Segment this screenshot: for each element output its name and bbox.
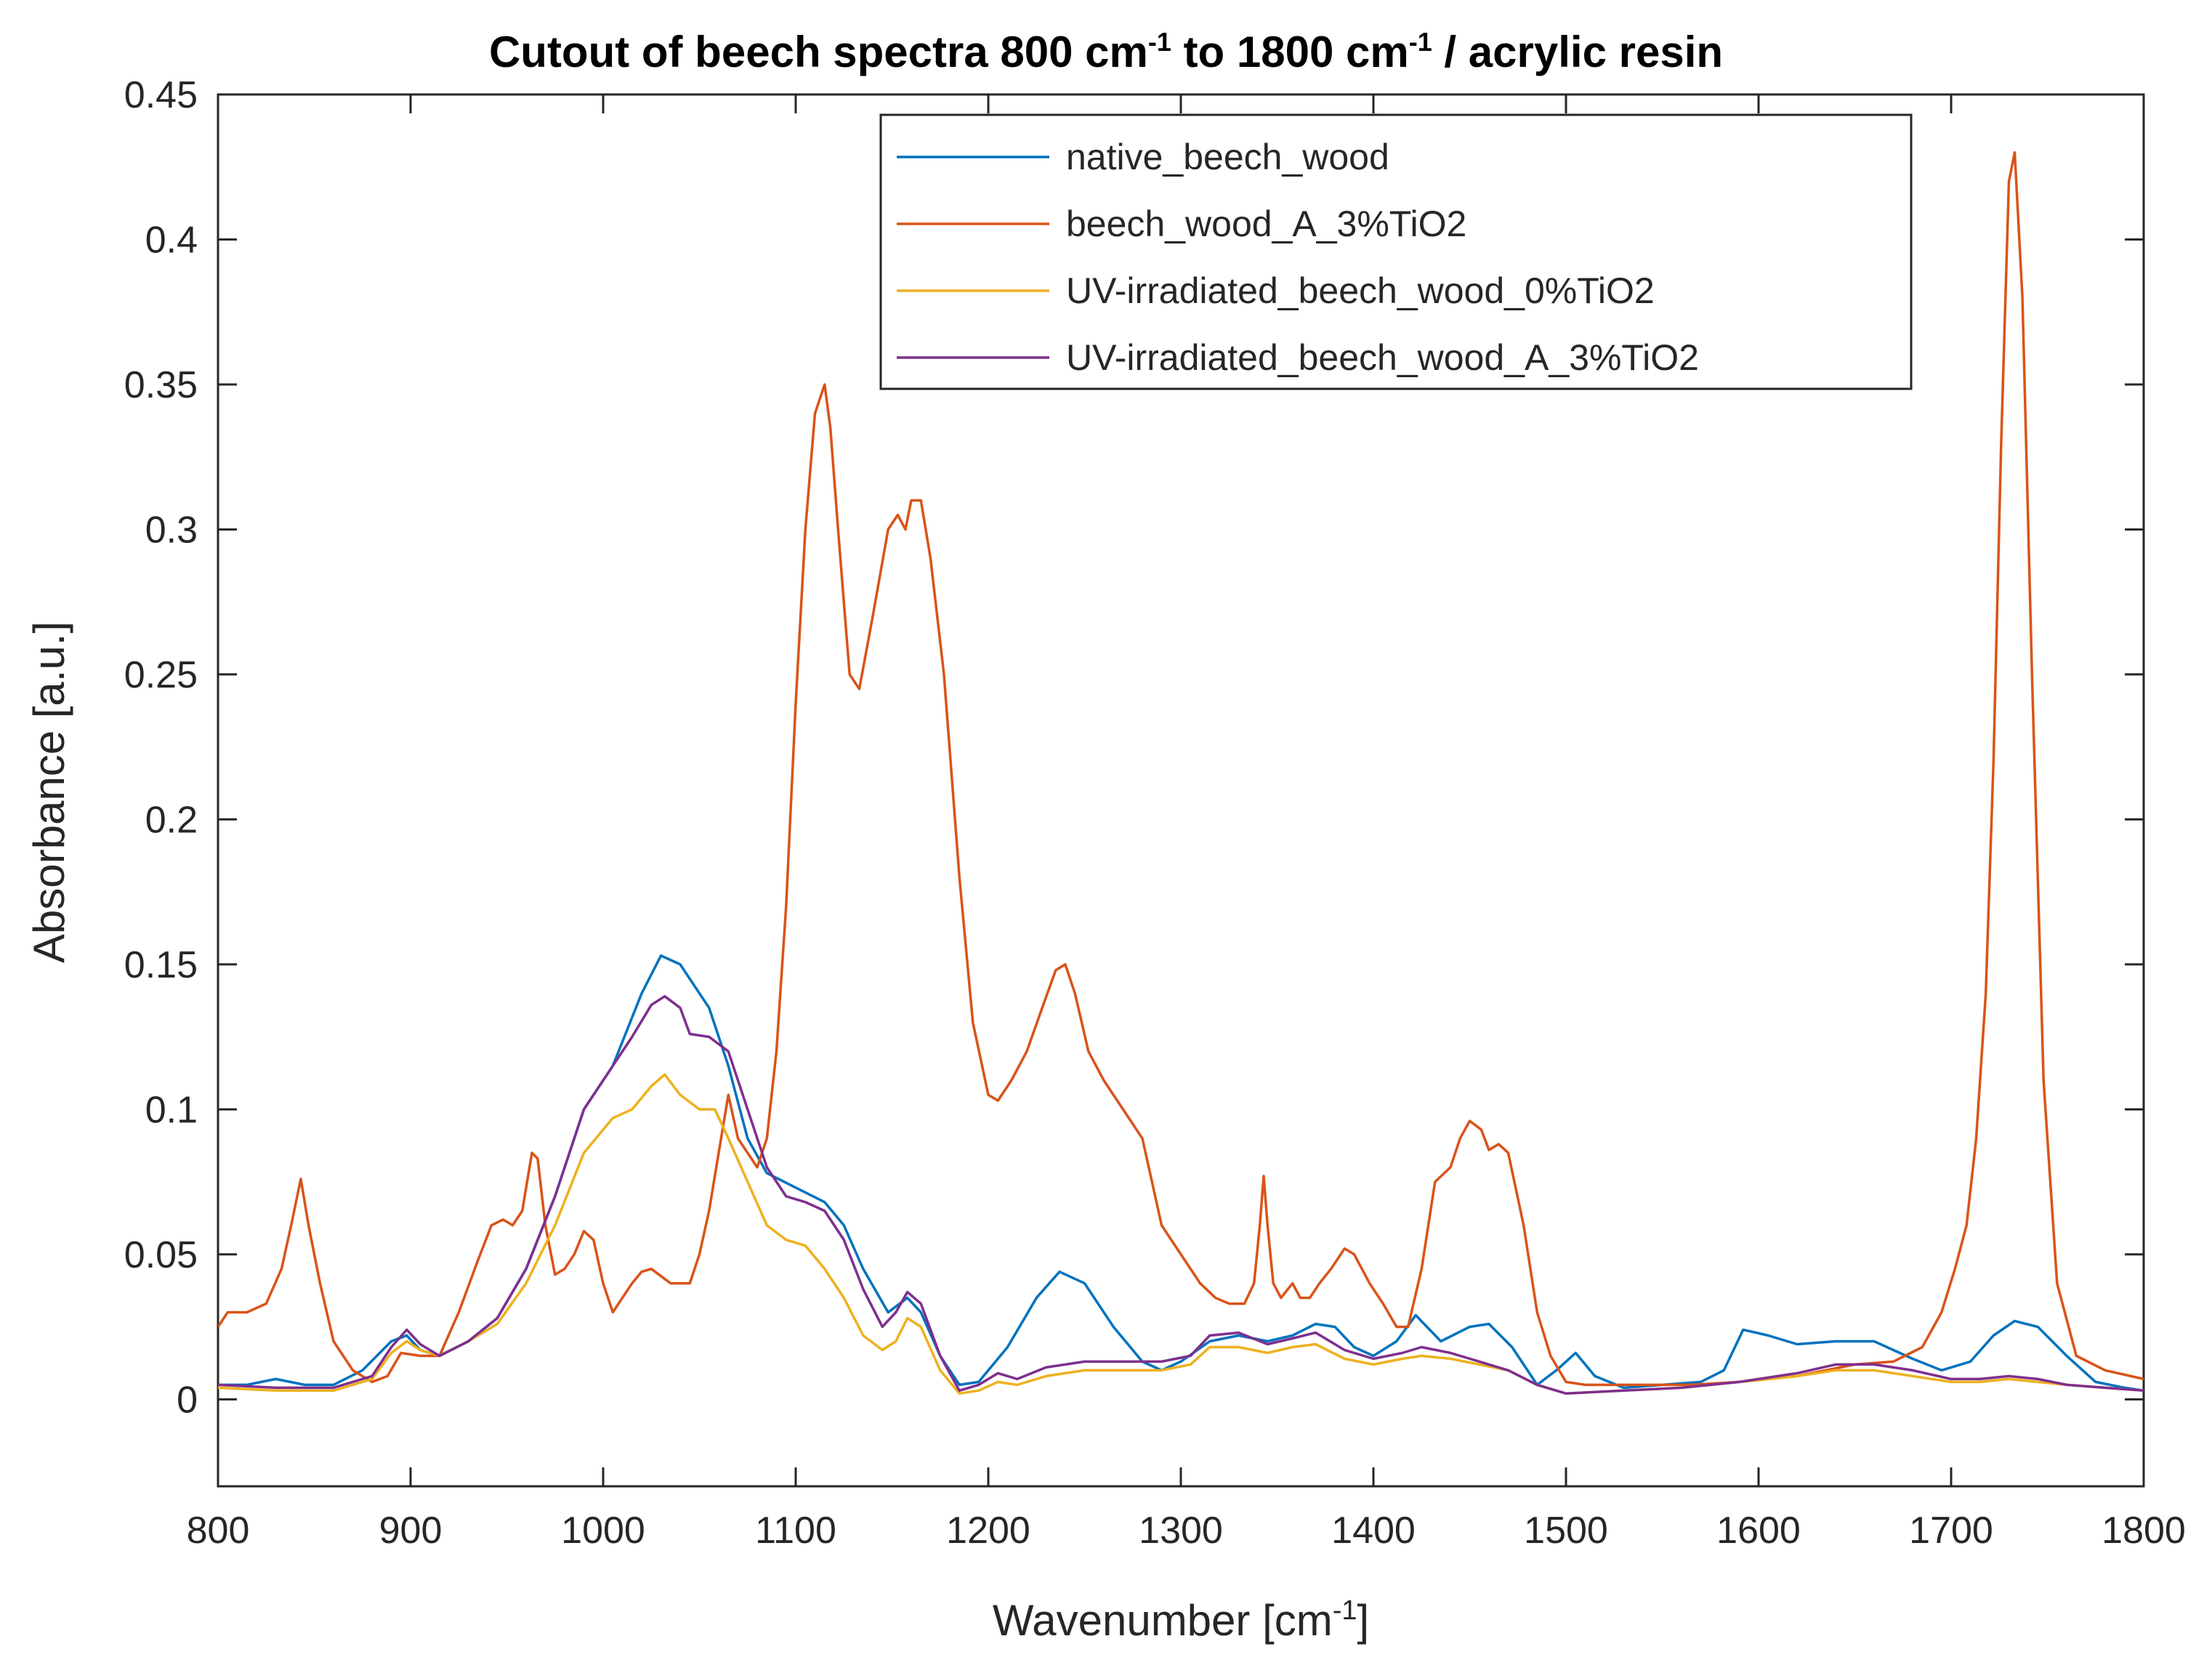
tick-layer: 800 900 1000 1100 1200 1300 1400 1500 1600 1700 18…	[124, 74, 2186, 1552]
y-tick-label: 0.3	[145, 509, 198, 551]
legend-label-4: UV-irradiated_beech_wood_A_3%TiO2	[1066, 337, 1699, 378]
x-tick-label: 1200	[946, 1510, 1030, 1552]
series-line-4	[218, 995, 2144, 1395]
series-layer	[218, 151, 2144, 1395]
legend-label-1: native_beech_wood	[1066, 137, 1389, 177]
chart-title: Cutout of beech spectra 800 cm-1 to 1800…	[489, 27, 1723, 76]
x-tick-label: 900	[379, 1510, 443, 1552]
legend-label-2: beech_wood_A_3%TiO2	[1066, 204, 1466, 244]
legend-entries: native_beech_wood beech_wood_A_3%TiO2 UV-i…	[897, 137, 1699, 378]
legend: native_beech_wood beech_wood_A_3%TiO2 UV-i…	[879, 113, 1913, 390]
legend-box	[879, 113, 1913, 390]
y-axis-label: Absorbance [a.u.]	[25, 621, 73, 963]
y-tick-label: 0.4	[145, 219, 198, 261]
x-tick-label: 1800	[2102, 1510, 2186, 1552]
y-tick-label: 0.2	[145, 799, 198, 841]
x-tick-label: 800	[187, 1510, 250, 1552]
y-tick-label: 0.35	[124, 364, 198, 406]
y-tick-label: 0.25	[124, 654, 198, 696]
series-line-2	[218, 151, 2144, 1387]
x-axis-label: Wavenumber [cm-1]	[993, 1595, 1369, 1645]
y-tick-label: 0.45	[124, 74, 198, 116]
y-tick-label: 0.1	[145, 1089, 198, 1131]
x-tick-label: 1000	[561, 1510, 645, 1552]
x-tick-label: 1300	[1139, 1510, 1223, 1552]
legend-label-3: UV-irradiated_beech_wood_0%TiO2	[1066, 270, 1655, 311]
x-tick-label: 1100	[755, 1510, 836, 1552]
x-tick-label: 1700	[1909, 1510, 1993, 1552]
x-tick-label: 1600	[1716, 1510, 1801, 1552]
y-tick-label: 0.15	[124, 944, 198, 986]
x-tick-label: 1500	[1524, 1510, 1608, 1552]
y-tick-label: 0.05	[124, 1234, 198, 1276]
x-tick-label: 1400	[1331, 1510, 1416, 1552]
y-tick-label: 0	[177, 1379, 198, 1421]
